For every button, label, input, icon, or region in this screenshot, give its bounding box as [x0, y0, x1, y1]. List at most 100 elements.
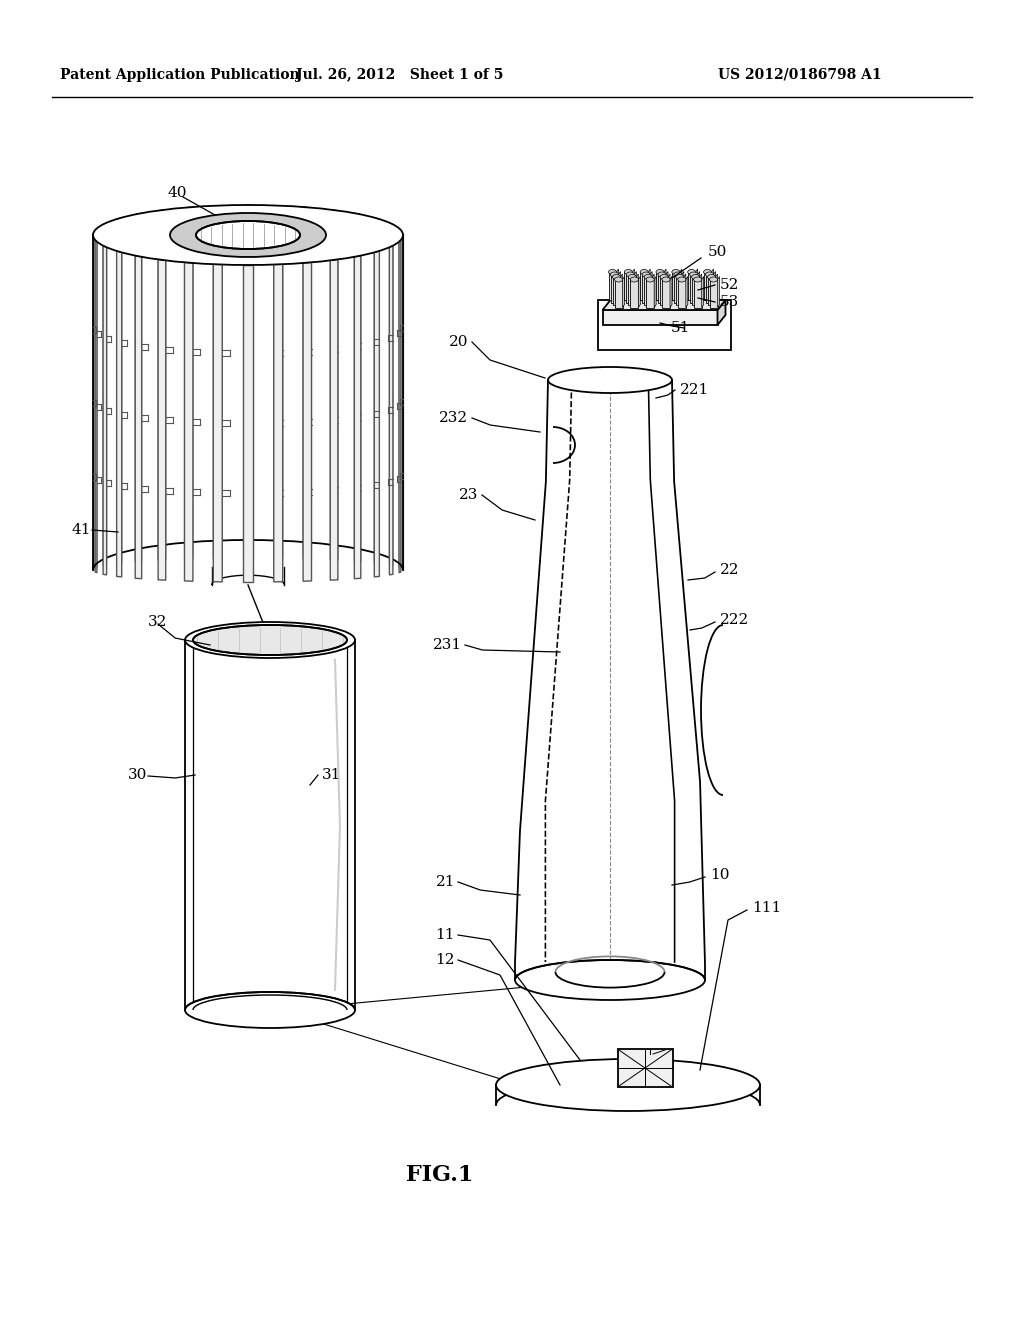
- Bar: [690, 275, 697, 302]
- Polygon shape: [305, 246, 379, 252]
- Bar: [627, 275, 634, 302]
- Bar: [640, 272, 648, 300]
- Polygon shape: [636, 275, 638, 305]
- Ellipse shape: [185, 622, 355, 657]
- Ellipse shape: [688, 269, 695, 275]
- Bar: [617, 1049, 673, 1086]
- Polygon shape: [93, 234, 178, 236]
- Polygon shape: [375, 251, 379, 577]
- Polygon shape: [273, 207, 311, 216]
- Bar: [625, 272, 633, 300]
- Polygon shape: [686, 276, 688, 308]
- Bar: [656, 272, 664, 300]
- Polygon shape: [716, 275, 718, 305]
- Polygon shape: [296, 248, 360, 257]
- Polygon shape: [213, 255, 237, 264]
- Polygon shape: [618, 272, 621, 302]
- Text: 30: 30: [128, 768, 147, 781]
- Polygon shape: [158, 260, 166, 581]
- Polygon shape: [316, 239, 400, 242]
- Ellipse shape: [644, 275, 652, 280]
- Polygon shape: [331, 260, 338, 581]
- Polygon shape: [244, 205, 253, 558]
- Polygon shape: [623, 276, 625, 308]
- Polygon shape: [135, 256, 141, 578]
- Polygon shape: [712, 269, 714, 300]
- Text: 21: 21: [435, 875, 455, 888]
- Text: 221: 221: [680, 383, 710, 397]
- Text: 50: 50: [708, 246, 727, 259]
- Ellipse shape: [658, 272, 666, 277]
- Polygon shape: [389, 246, 393, 576]
- Text: 232: 232: [439, 411, 468, 425]
- Bar: [644, 277, 652, 305]
- Ellipse shape: [693, 277, 701, 282]
- Bar: [614, 280, 623, 308]
- Text: 23: 23: [459, 488, 478, 502]
- Polygon shape: [650, 272, 652, 302]
- Text: 41: 41: [72, 523, 91, 537]
- Ellipse shape: [93, 205, 403, 265]
- Polygon shape: [184, 263, 193, 581]
- Bar: [608, 272, 616, 300]
- Text: 53: 53: [720, 294, 739, 309]
- Ellipse shape: [660, 275, 668, 280]
- Bar: [646, 280, 654, 308]
- Polygon shape: [95, 228, 97, 568]
- Polygon shape: [695, 269, 697, 300]
- Ellipse shape: [672, 269, 680, 275]
- Polygon shape: [244, 265, 253, 582]
- Polygon shape: [318, 234, 402, 236]
- Polygon shape: [117, 218, 190, 224]
- Polygon shape: [158, 210, 166, 560]
- Bar: [658, 275, 666, 302]
- Ellipse shape: [627, 272, 634, 277]
- Ellipse shape: [678, 277, 686, 282]
- Polygon shape: [184, 207, 223, 216]
- Polygon shape: [135, 248, 200, 257]
- Polygon shape: [103, 242, 184, 247]
- Polygon shape: [718, 300, 725, 325]
- Polygon shape: [375, 218, 379, 564]
- Ellipse shape: [691, 275, 699, 280]
- Polygon shape: [95, 239, 179, 242]
- Text: 11: 11: [435, 928, 455, 942]
- Polygon shape: [682, 272, 684, 302]
- Polygon shape: [633, 269, 634, 300]
- Text: 31: 31: [322, 768, 341, 781]
- Bar: [662, 280, 670, 308]
- Ellipse shape: [625, 269, 633, 275]
- Bar: [703, 272, 712, 300]
- Text: 10: 10: [710, 869, 729, 882]
- Polygon shape: [316, 228, 400, 232]
- Ellipse shape: [193, 624, 347, 655]
- Polygon shape: [260, 255, 283, 264]
- Text: 51: 51: [671, 321, 690, 335]
- Polygon shape: [95, 240, 97, 573]
- Ellipse shape: [185, 993, 355, 1028]
- Ellipse shape: [703, 269, 712, 275]
- Bar: [610, 275, 618, 302]
- Ellipse shape: [629, 275, 636, 280]
- Bar: [612, 277, 621, 305]
- Polygon shape: [158, 251, 211, 260]
- Polygon shape: [616, 269, 618, 300]
- Bar: [693, 280, 701, 308]
- Polygon shape: [296, 213, 360, 222]
- Ellipse shape: [706, 272, 714, 277]
- Polygon shape: [213, 206, 222, 558]
- Text: 231: 231: [433, 638, 462, 652]
- Polygon shape: [399, 228, 400, 568]
- Polygon shape: [602, 300, 725, 310]
- Ellipse shape: [662, 277, 670, 282]
- Polygon shape: [244, 205, 253, 215]
- Polygon shape: [654, 276, 656, 308]
- Bar: [602, 310, 718, 325]
- Ellipse shape: [170, 213, 326, 257]
- Ellipse shape: [631, 277, 638, 282]
- Ellipse shape: [690, 272, 697, 277]
- Polygon shape: [701, 276, 703, 308]
- Ellipse shape: [642, 272, 650, 277]
- Polygon shape: [638, 276, 640, 308]
- Polygon shape: [103, 223, 184, 228]
